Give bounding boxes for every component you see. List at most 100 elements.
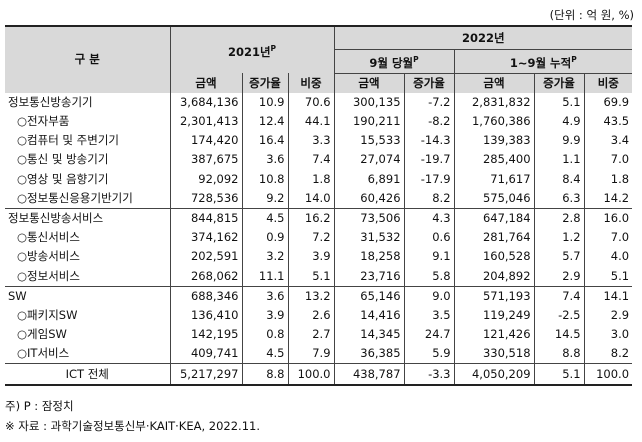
row-label: 정보통신방송서비스: [5, 207, 170, 229]
cell-g2021: 0.9: [241, 228, 288, 248]
table-row: 정보통신방송서비스 844,815 4.5 16.2 73,506 4.3 647,184 2…: [5, 207, 633, 229]
header-amount-sep: 금액: [333, 73, 405, 93]
table-row: ○IT서비스 409,741 4.5 7.9 36,385 5.9 330,518 8.8 8.…: [5, 344, 633, 364]
cell-a2021: 2,301,413: [169, 112, 242, 132]
header-growth-2021: 증가율: [241, 73, 288, 93]
cell-s-cum: 1.8: [583, 169, 633, 189]
cell-a-sep: 300,135: [333, 92, 405, 113]
ict-export-table: 구 분 2021년P 2022년 9월 당월P 1~9월 누적P 금액 증가율 …: [5, 25, 633, 386]
header-amount-cum: 금액: [453, 73, 535, 93]
row-label: ○방송서비스: [17, 249, 80, 264]
table-header: 구 분 2021년P 2022년 9월 당월P 1~9월 누적P 금액 증가율 …: [5, 26, 633, 93]
cell-g-sep: 9.1: [403, 247, 455, 267]
cell-a-cum: 575,046: [453, 188, 535, 209]
cell-s-cum: 3.0: [583, 325, 633, 345]
cell-g-cum: 6.3: [533, 188, 585, 209]
total-label: ICT 전체: [5, 363, 170, 386]
cell-a-cum: 139,383: [453, 131, 535, 151]
cell-a-sep: 438,787: [333, 363, 405, 386]
cell-a-sep: 15,533: [333, 131, 405, 151]
source-note: ※ 자료 : 과학기술정보통신부·KAIT·KEA, 2022.11.: [5, 419, 260, 433]
cell-a2021: 5,217,297: [169, 363, 242, 386]
cell-g-sep: -17.9: [403, 169, 455, 189]
cell-g2021: 12.4: [241, 112, 288, 132]
cell-s2021: 7.2: [287, 228, 335, 248]
cell-s-cum: 43.5: [583, 112, 633, 132]
cell-g-sep: 0.6: [403, 228, 455, 248]
header-amount-2021: 금액: [169, 73, 242, 93]
cell-a2021: 728,536: [169, 188, 242, 209]
row-label: ○컴퓨터 및 주변기기: [17, 133, 119, 148]
cell-a-cum: 204,892: [453, 266, 535, 287]
header-growth-cum: 증가율: [533, 73, 585, 93]
cell-g-cum: 14.5: [533, 325, 585, 345]
cell-g-sep: 24.7: [403, 325, 455, 345]
row-label: SW: [5, 285, 170, 306]
cell-a-sep: 60,426: [333, 188, 405, 209]
footnote: 주) P : 잠정치: [5, 399, 74, 413]
table-row: ○패키지SW 136,410 3.9 2.6 14,416 3.5 119,249 -2.5 2…: [5, 305, 633, 326]
row-label: ○정보서비스: [17, 268, 80, 283]
cell-a2021: 268,062: [169, 266, 242, 287]
cell-s-cum: 7.0: [583, 228, 633, 248]
header-2021: 2021년P: [169, 26, 335, 74]
table-row: ○전자부품 2,301,413 12.4 44.1 190,211 -8.2 1,760,3…: [5, 112, 633, 132]
cell-a2021: 202,591: [169, 247, 242, 267]
cell-s2021: 1.8: [287, 169, 335, 189]
cell-s-cum: 7.0: [583, 150, 633, 170]
row-label: 정보통신방송기기: [8, 94, 93, 109]
header-jan-sep: 1~9월 누적P: [453, 49, 633, 74]
cell-a-cum: 281,764: [453, 228, 535, 248]
cell-g-sep: 5.8: [403, 266, 455, 287]
total-row: ICT 전체 5,217,297 8.8 100.0 438,787 -3.3 4,050,…: [5, 363, 633, 386]
row-label: ○통신서비스: [17, 230, 80, 245]
cell-g2021: 10.9: [241, 92, 288, 113]
cell-g2021: 10.8: [241, 169, 288, 189]
cell-a-cum: 71,617: [453, 169, 535, 189]
cell-g2021: 0.8: [241, 325, 288, 345]
cell-g2021: 3.9: [241, 305, 288, 326]
cell-s2021: 2.7: [287, 325, 335, 345]
cell-a2021: 409,741: [169, 344, 242, 364]
cell-s-cum: 69.9: [583, 92, 633, 113]
cell-a-sep: 6,891: [333, 169, 405, 189]
cell-a-cum: 1,760,386: [453, 112, 535, 132]
cell-s-cum: 5.1: [583, 266, 633, 287]
table-row: 정보통신방송기기 3,684,136 10.9 70.6 300,135 -7.2 2,83…: [5, 92, 633, 113]
table-row: ○컴퓨터 및 주변기기 174,420 16.4 3.3 15,533 -14.3 139,…: [5, 131, 633, 151]
cell-g2021: 16.4: [241, 131, 288, 151]
cell-a-cum: 330,518: [453, 344, 535, 364]
cell-a-cum: 121,426: [453, 325, 535, 345]
cell-a-cum: 119,249: [453, 305, 535, 326]
cell-a2021: 3,684,136: [169, 92, 242, 113]
row-label: ○정보통신응용기반기기: [17, 190, 133, 205]
cell-a-sep: 190,211: [333, 112, 405, 132]
table-row: ○정보서비스 268,062 11.1 5.1 23,716 5.8 204,892 2.9 5…: [5, 266, 633, 287]
cell-s-cum: 8.2: [583, 344, 633, 364]
cell-s2021: 3.9: [287, 247, 335, 267]
cell-g-cum: 5.1: [533, 363, 585, 386]
table-row: SW 688,346 3.6 13.2 65,146 9.0 571,193 7.4 14.1: [5, 285, 633, 306]
header-share-2021: 비중: [287, 73, 335, 93]
cell-g-cum: 5.7: [533, 247, 585, 267]
cell-g-cum: 8.4: [533, 169, 585, 189]
cell-a-cum: 4,050,209: [453, 363, 535, 386]
table-row: ○통신 및 방송기기 387,675 3.6 7.4 27,074 -19.7 285,40…: [5, 150, 633, 170]
cell-s2021: 7.4: [287, 150, 335, 170]
cell-s2021: 14.0: [287, 188, 335, 209]
cell-s2021: 16.2: [287, 207, 335, 229]
cell-a-sep: 65,146: [333, 285, 405, 306]
cell-g2021: 8.8: [241, 363, 288, 386]
cell-s2021: 3.3: [287, 131, 335, 151]
cell-a-sep: 31,532: [333, 228, 405, 248]
cell-s2021: 5.1: [287, 266, 335, 287]
table-body: 정보통신방송기기 3,684,136 10.9 70.6 300,135 -7.2 2,83…: [5, 92, 633, 386]
row-label: ○통신 및 방송기기: [17, 152, 109, 167]
cell-g-sep: 4.3: [403, 207, 455, 229]
cell-g-cum: 2.8: [533, 207, 585, 229]
row-label: ○영상 및 음향기기: [17, 171, 109, 186]
cell-g-cum: 4.9: [533, 112, 585, 132]
table-row: ○영상 및 음향기기 92,092 10.8 1.8 6,891 -17.9 71,617 8…: [5, 169, 633, 189]
cell-s-cum: 16.0: [583, 207, 633, 229]
cell-a-sep: 27,074: [333, 150, 405, 170]
